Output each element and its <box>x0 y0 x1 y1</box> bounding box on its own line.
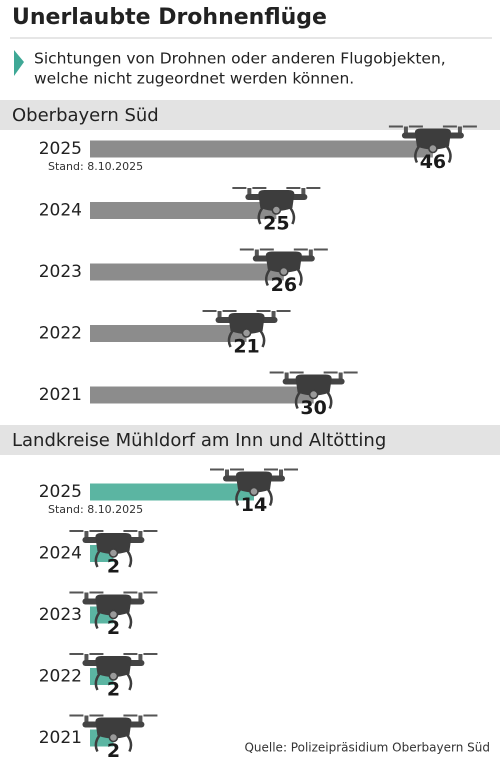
rotor-post <box>84 654 89 662</box>
source: Quelle: Polizeipräsidium Oberbayern Süd <box>244 741 490 755</box>
value-label: 2 <box>107 740 120 762</box>
drone-icon: 2 <box>69 530 158 578</box>
section-title: Landkreise Mühldorf am Inn und Altötting <box>12 430 386 451</box>
rotor-post <box>138 592 143 601</box>
drone-camera <box>428 143 438 154</box>
drone-icon: 2 <box>69 714 158 762</box>
category-label: 2024 <box>39 201 82 221</box>
rotor-post <box>308 249 313 258</box>
value-label: 2 <box>107 617 120 639</box>
subtitle-marker <box>14 50 24 76</box>
drone-camera <box>249 486 259 497</box>
bar <box>90 202 277 219</box>
drone-legs <box>227 330 266 348</box>
section-title: Oberbayern Süd <box>12 105 159 126</box>
value-label: 46 <box>420 151 446 173</box>
drone-legs <box>264 268 303 287</box>
drone-body <box>265 251 302 273</box>
drone-legs <box>257 207 296 225</box>
drone-icon: 2 <box>69 591 158 639</box>
title: Unerlaubte Drohnenflüge <box>12 5 327 30</box>
drone-body <box>95 594 132 616</box>
drone-body <box>258 190 295 211</box>
drone-icon: 25 <box>232 187 321 235</box>
value-label: 26 <box>271 274 297 296</box>
drone-camera <box>271 205 282 215</box>
drone-icon: 2 <box>69 653 158 701</box>
value-label: 14 <box>241 494 267 516</box>
rotor-post <box>284 372 289 381</box>
rotor-post <box>84 592 89 601</box>
category-label: 2021 <box>39 728 82 748</box>
bar <box>90 263 284 281</box>
drone-body <box>295 374 332 396</box>
drone-legs <box>94 673 133 691</box>
value-label: 2 <box>107 679 120 701</box>
section-header <box>0 100 500 130</box>
subtitle-line: welche nicht zugeordnet werden können. <box>34 70 354 88</box>
drone-icon: 46 <box>388 125 477 173</box>
category-label: 2024 <box>39 544 82 564</box>
category-label: 2025 <box>39 139 82 159</box>
drone-icon: 14 <box>210 468 298 516</box>
drone-body <box>95 533 132 554</box>
drone-legs <box>94 611 133 630</box>
drone-body <box>228 313 265 334</box>
rotor-post <box>271 311 276 319</box>
category-label: 2022 <box>39 324 82 344</box>
drone-legs <box>294 391 333 410</box>
drone-legs <box>235 488 273 507</box>
rotor-post <box>138 654 143 662</box>
annotation: Stand: 8.10.2025 <box>48 503 143 516</box>
drone-body <box>95 717 132 739</box>
drone-body <box>95 656 132 677</box>
value-label: 21 <box>233 336 259 358</box>
rotor-post <box>279 469 283 478</box>
drone-legs <box>414 145 452 164</box>
rotor-post <box>225 469 229 478</box>
rotor-post <box>403 126 408 135</box>
drone-camera <box>308 389 319 400</box>
bar <box>90 325 247 342</box>
rotor-post <box>457 126 462 135</box>
value-label: 2 <box>107 556 120 578</box>
drone-camera <box>108 671 119 681</box>
rotor-post <box>247 188 252 196</box>
category-label: 2021 <box>39 385 82 405</box>
value-label: 30 <box>300 397 326 419</box>
category-label: 2023 <box>39 262 82 282</box>
rotor-post <box>254 249 259 258</box>
category-label: 2023 <box>39 605 82 625</box>
drone-body <box>414 128 451 150</box>
annotation: Stand: 8.10.2025 <box>48 160 143 173</box>
rotor-post <box>301 188 306 196</box>
drone-legs <box>94 734 133 753</box>
drone-icon: 26 <box>239 248 328 296</box>
drone-camera <box>279 266 289 277</box>
rotor-post <box>138 715 143 724</box>
drone-icon: 21 <box>202 310 291 358</box>
drone-camera <box>108 609 119 620</box>
bar <box>90 386 314 404</box>
bar <box>90 140 433 158</box>
bar <box>90 483 254 501</box>
category-label: 2022 <box>39 667 82 687</box>
drone-camera <box>108 732 119 743</box>
rotor-post <box>84 715 89 724</box>
drone-icon: 30 <box>269 371 358 419</box>
rotor-post <box>338 372 343 381</box>
rotor-post <box>84 531 89 539</box>
section-header <box>0 425 500 455</box>
rotor-post <box>138 531 143 539</box>
rotor-post <box>217 311 222 319</box>
drone-legs <box>94 550 133 568</box>
category-label: 2025 <box>39 482 82 502</box>
subtitle-line: Sichtungen von Drohnen oder anderen Flug… <box>34 50 446 68</box>
drone-body <box>236 471 272 493</box>
value-label: 25 <box>263 213 289 235</box>
drone-camera <box>108 548 119 558</box>
drone-camera <box>241 328 252 338</box>
